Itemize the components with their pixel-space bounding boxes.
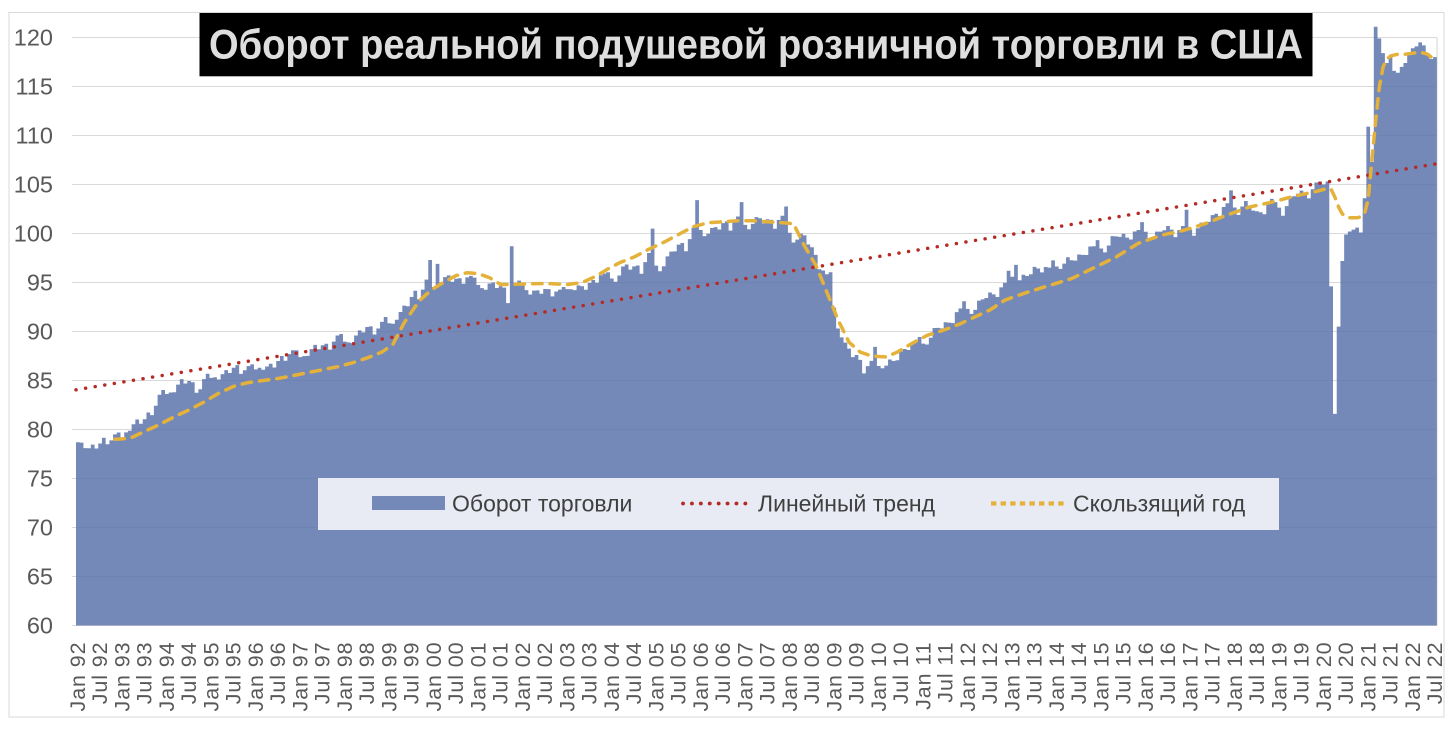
svg-text:Jan 12: Jan 12 <box>956 642 980 712</box>
svg-text:Jul 16: Jul 16 <box>1156 642 1180 705</box>
svg-text:120: 120 <box>14 25 53 51</box>
svg-text:Jan 14: Jan 14 <box>1045 642 1069 712</box>
svg-text:Jan 96: Jan 96 <box>244 642 268 712</box>
svg-text:Jul 04: Jul 04 <box>622 642 646 705</box>
svg-text:80: 80 <box>27 417 53 443</box>
svg-text:Jan 98: Jan 98 <box>333 642 357 712</box>
svg-text:Jan 18: Jan 18 <box>1223 642 1247 712</box>
svg-text:Jan 08: Jan 08 <box>778 642 802 712</box>
svg-text:Jul 96: Jul 96 <box>266 642 290 705</box>
svg-text:Jul 98: Jul 98 <box>355 642 379 705</box>
svg-text:95: 95 <box>27 270 53 296</box>
svg-text:65: 65 <box>27 564 53 590</box>
svg-text:Jan 02: Jan 02 <box>511 642 535 712</box>
svg-text:Jul 97: Jul 97 <box>311 642 335 705</box>
svg-text:Jul 18: Jul 18 <box>1245 642 1269 705</box>
svg-text:Jul 01: Jul 01 <box>489 642 513 705</box>
svg-text:Jan 99: Jan 99 <box>377 642 401 712</box>
svg-text:Jan 15: Jan 15 <box>1089 642 1113 712</box>
svg-text:110: 110 <box>16 123 53 149</box>
svg-text:Jul 08: Jul 08 <box>800 642 824 705</box>
svg-text:90: 90 <box>27 319 53 345</box>
svg-text:Jul 03: Jul 03 <box>578 642 602 705</box>
svg-text:Линейный тренд: Линейный тренд <box>758 491 936 517</box>
svg-text:Jan 07: Jan 07 <box>733 642 757 712</box>
svg-text:Jul 15: Jul 15 <box>1112 642 1136 705</box>
svg-text:Jul 14: Jul 14 <box>1067 642 1091 705</box>
svg-text:Скользящий год: Скользящий год <box>1073 491 1246 517</box>
svg-text:Jan 95: Jan 95 <box>199 642 223 712</box>
svg-text:70: 70 <box>27 515 53 541</box>
svg-text:Оборот торговли: Оборот торговли <box>452 491 632 517</box>
svg-text:Оборот реальной подушевой розн: Оборот реальной подушевой розничной торг… <box>209 21 1303 68</box>
svg-text:105: 105 <box>14 172 53 198</box>
svg-text:Jul 11: Jul 11 <box>934 642 958 703</box>
svg-text:Jan 97: Jan 97 <box>288 642 312 712</box>
svg-text:60: 60 <box>27 613 53 639</box>
svg-text:Jul 07: Jul 07 <box>756 642 780 705</box>
svg-text:100: 100 <box>14 221 53 247</box>
svg-text:Jan 05: Jan 05 <box>644 642 668 712</box>
svg-text:Jan 11: Jan 11 <box>911 642 935 710</box>
svg-text:Jul 05: Jul 05 <box>667 642 691 705</box>
svg-text:Jul 17: Jul 17 <box>1201 642 1225 705</box>
svg-text:Jan 94: Jan 94 <box>155 642 179 712</box>
svg-text:Jul 20: Jul 20 <box>1334 642 1358 705</box>
svg-text:115: 115 <box>16 74 53 100</box>
svg-text:Jan 20: Jan 20 <box>1312 642 1336 712</box>
svg-text:Jul 10: Jul 10 <box>889 642 913 705</box>
svg-text:Jul 00: Jul 00 <box>444 642 468 705</box>
svg-text:Jul 02: Jul 02 <box>533 642 557 705</box>
svg-text:Jan 22: Jan 22 <box>1401 642 1425 712</box>
svg-text:Jul 93: Jul 93 <box>133 642 157 705</box>
svg-text:Jul 22: Jul 22 <box>1423 642 1447 705</box>
svg-text:Jul 95: Jul 95 <box>222 642 246 705</box>
svg-text:Jan 04: Jan 04 <box>600 642 624 712</box>
svg-text:Jul 09: Jul 09 <box>845 642 869 705</box>
svg-text:Jul 21: Jul 21 <box>1379 642 1403 705</box>
svg-text:Jan 17: Jan 17 <box>1178 642 1202 712</box>
svg-text:Jan 92: Jan 92 <box>66 642 90 712</box>
svg-text:Jan 09: Jan 09 <box>822 642 846 712</box>
svg-text:Jan 03: Jan 03 <box>555 642 579 712</box>
svg-text:Jan 13: Jan 13 <box>1000 642 1024 712</box>
svg-text:Jan 10: Jan 10 <box>867 642 891 712</box>
svg-text:Jan 01: Jan 01 <box>466 642 490 712</box>
svg-text:Jan 00: Jan 00 <box>422 642 446 712</box>
svg-text:Jan 06: Jan 06 <box>689 642 713 712</box>
svg-text:Jul 13: Jul 13 <box>1023 642 1047 705</box>
svg-text:Jan 16: Jan 16 <box>1134 642 1158 712</box>
svg-text:Jan 93: Jan 93 <box>110 642 134 712</box>
svg-text:Jul 19: Jul 19 <box>1290 642 1314 705</box>
svg-text:Jan 19: Jan 19 <box>1267 642 1291 712</box>
svg-text:Jul 92: Jul 92 <box>88 642 112 705</box>
svg-text:Jul 12: Jul 12 <box>978 642 1002 705</box>
svg-text:Jan 21: Jan 21 <box>1356 642 1380 712</box>
svg-text:Jul 94: Jul 94 <box>177 642 201 705</box>
svg-text:75: 75 <box>27 466 53 492</box>
svg-text:Jul 06: Jul 06 <box>711 642 735 705</box>
svg-text:Jul 99: Jul 99 <box>400 642 424 705</box>
svg-text:85: 85 <box>27 368 53 394</box>
